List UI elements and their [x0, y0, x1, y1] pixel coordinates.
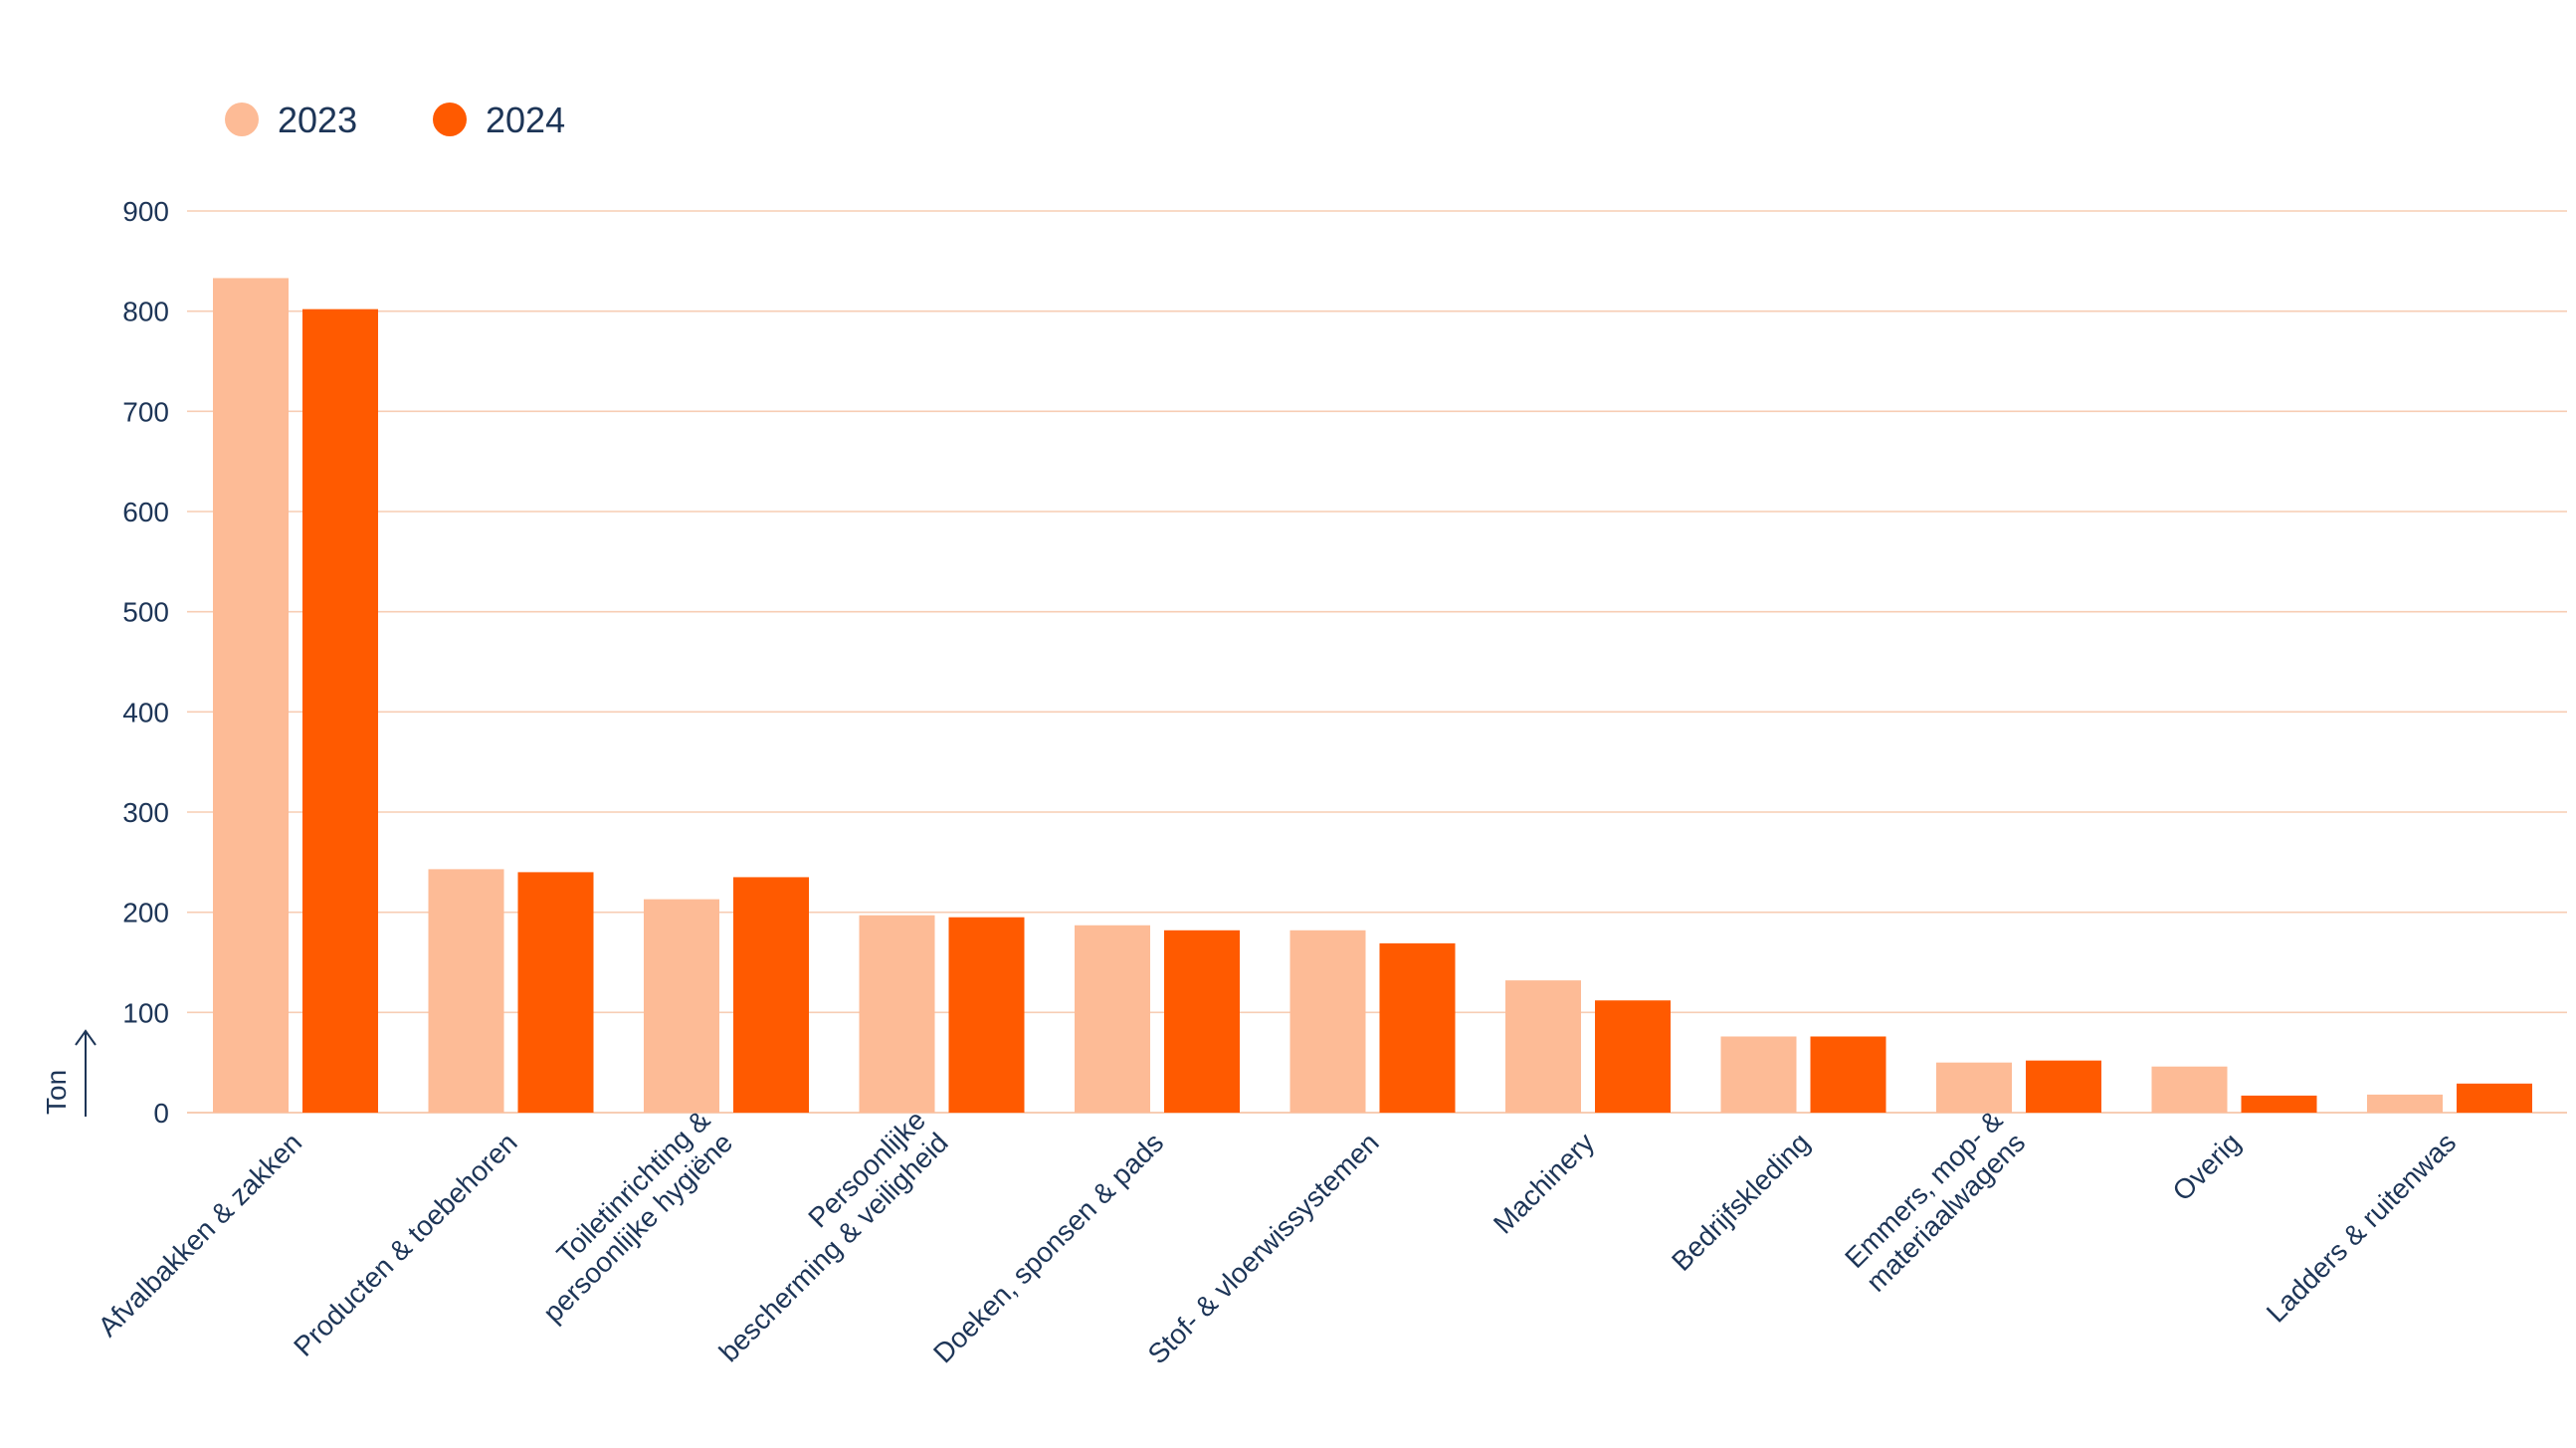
category-label: Stof- & vloerwissystemen — [1142, 1127, 1385, 1369]
category-label-line: Ladders & ruitenwas — [2261, 1127, 2462, 1328]
category-label: Ladders & ruitenwas — [2261, 1127, 2462, 1328]
legend-label-2023: 2023 — [278, 100, 357, 140]
y-axis-title-text: Ton — [41, 1070, 72, 1115]
bar-2023 — [2151, 1066, 2228, 1113]
category-label-line: Stof- & vloerwissystemen — [1142, 1127, 1385, 1369]
category-label-line: Afvalbakken & zakken — [93, 1127, 308, 1343]
y-tick-label: 700 — [122, 396, 169, 427]
category-label-line: Overig — [2167, 1127, 2247, 1206]
bar-2024 — [1379, 942, 1456, 1113]
y-tick-label: 600 — [122, 497, 169, 527]
bar-2024 — [1164, 930, 1240, 1113]
category-label-line: Machinery — [1487, 1127, 1600, 1239]
category-label-line: Doeken, sponsen & pads — [927, 1127, 1169, 1368]
bar-2023 — [2367, 1094, 2443, 1113]
category-label: Bedrijfskleding — [1666, 1127, 1816, 1277]
bar-2023 — [644, 899, 719, 1113]
bar-2023 — [1289, 930, 1366, 1113]
y-tick-label: 800 — [122, 297, 169, 327]
bar-2024 — [1810, 1036, 1886, 1113]
y-tick-label: 900 — [122, 196, 169, 227]
category-label-line: Producten & toebehoren — [288, 1127, 523, 1362]
bar-2024 — [2457, 1083, 2532, 1113]
y-tick-label: 0 — [153, 1098, 169, 1129]
y-axis-ticks: 0 100 200 300 400 500 600 700 800 900 — [122, 196, 169, 1129]
bar-2024 — [733, 877, 809, 1113]
bar-2023 — [1936, 1062, 2012, 1113]
legend-swatch-2024 — [433, 103, 467, 136]
bar-2024 — [2026, 1060, 2101, 1113]
category-label-line: bescherming & veiligheid — [713, 1127, 954, 1367]
y-tick-label: 100 — [122, 997, 169, 1028]
bar-2023 — [1075, 925, 1150, 1113]
category-label: Machinery — [1487, 1127, 1600, 1239]
category-label: Toiletinrichting &persoonlijke hygiëne — [514, 1104, 738, 1328]
y-tick-label: 200 — [122, 898, 169, 929]
legend-swatch-2023 — [225, 103, 259, 136]
bar-2023 — [213, 278, 289, 1113]
bars — [213, 278, 2532, 1113]
legend: 2023 2024 — [225, 100, 565, 140]
category-label-line: Bedrijfskleding — [1666, 1127, 1816, 1277]
y-axis-arrowhead — [75, 1029, 97, 1046]
category-label: Doeken, sponsen & pads — [927, 1127, 1169, 1368]
bar-2024 — [948, 917, 1025, 1113]
legend-label-2024: 2024 — [486, 100, 565, 140]
y-tick-label: 500 — [122, 597, 169, 628]
category-label-line: persoonlijke hygiëne — [537, 1127, 738, 1328]
bar-2023 — [428, 869, 504, 1113]
bar-2024 — [1595, 1000, 1671, 1113]
y-tick-label: 400 — [122, 697, 169, 727]
bar-2024 — [2241, 1095, 2317, 1113]
bar-2023 — [859, 915, 935, 1113]
bar-2024 — [302, 309, 378, 1113]
y-axis-title: Ton — [41, 1029, 97, 1117]
category-label: Overig — [2167, 1127, 2247, 1206]
bar-2023 — [1720, 1036, 1797, 1113]
category-label: Emmers, mop- &materiaalwagens — [1838, 1104, 2031, 1297]
y-tick-label: 300 — [122, 797, 169, 828]
category-label: Afvalbakken & zakken — [93, 1127, 308, 1343]
bar-2024 — [517, 872, 594, 1113]
category-label: Producten & toebehoren — [288, 1127, 523, 1362]
bar-2023 — [1505, 980, 1581, 1113]
